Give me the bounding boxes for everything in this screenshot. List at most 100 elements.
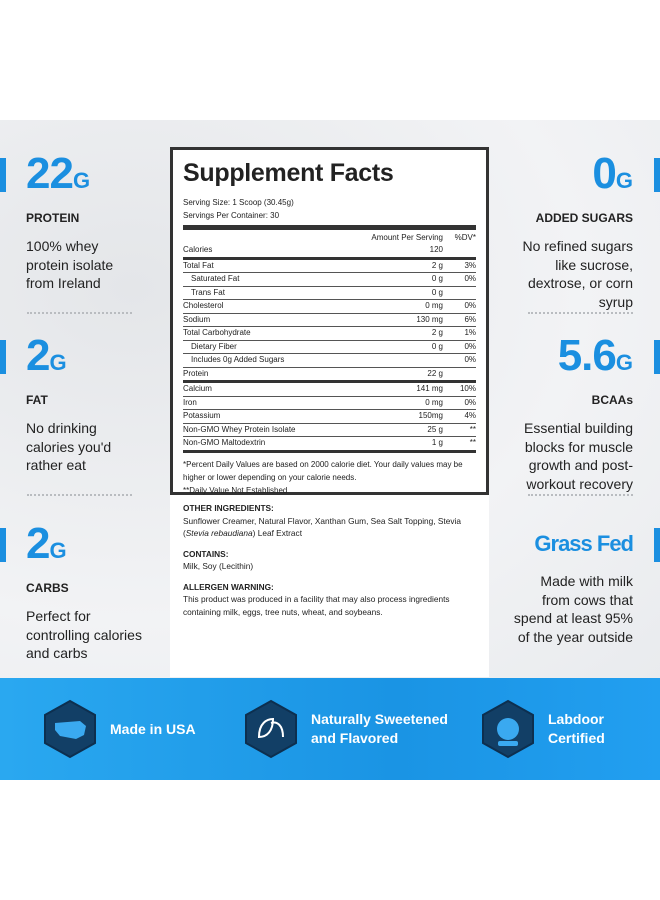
stat-value: 22G <box>26 152 176 203</box>
facts-row: Iron 0 mg 0% <box>183 395 476 410</box>
divider <box>27 494 132 496</box>
facts-row: Saturated Fat 0 g 0% <box>183 272 476 286</box>
facts-row: Calcium 141 mg 10% <box>183 380 476 396</box>
footnote: *Percent Daily Values are based on 2000 … <box>183 459 463 482</box>
row-label: Calories <box>183 245 213 254</box>
row-dv <box>443 287 476 300</box>
banner-item: Labdoor Certified <box>480 678 628 780</box>
stat: 2G FAT No drinking calories you'd rather eat <box>26 334 176 475</box>
stat-label: ADDED SUGARS <box>535 211 633 225</box>
contains-heading: CONTAINS: <box>183 548 229 559</box>
stat-desc: Essential building blocks for muscle growt… <box>483 419 633 493</box>
facts-row: Calories 120 <box>183 244 476 257</box>
banner: Made in USA Naturally Sweetened and Flav… <box>0 678 660 780</box>
icon-usa <box>44 699 96 759</box>
text: Sunflower Creamer, Natural Flavor, Xanth… <box>183 515 461 539</box>
desc-line: protein isolate <box>26 256 114 273</box>
accent <box>654 158 660 192</box>
row-dv: 1% <box>464 328 476 337</box>
facts-row: Trans Fat 0 g <box>183 285 476 300</box>
accent <box>654 340 660 374</box>
footnote: **Daily Value Not Established <box>183 485 288 495</box>
desc-line: 100% whey <box>26 238 99 254</box>
facts-inner: Supplement Facts Serving Size: 1 Scoop (… <box>183 159 476 497</box>
desc-line: Made with milk <box>540 573 633 589</box>
facts-row: Includes 0g Added Sugars 0% <box>183 353 476 367</box>
row-amount: 0 mg <box>425 301 443 310</box>
stat-label: PROTEIN <box>26 211 80 225</box>
row-amount: 0 g <box>431 341 443 351</box>
row-dv: 3% <box>464 260 476 270</box>
footnotes: *Percent Daily Values are based on 2000 … <box>183 449 476 497</box>
desc-line: blocks for muscle <box>524 438 633 455</box>
row-dv: 0% <box>464 274 476 283</box>
row-dv: 6% <box>464 314 476 324</box>
value: 0 <box>592 149 617 198</box>
facts-row: Non-GMO Whey Protein Isolate 25 g ** <box>183 422 476 437</box>
text-italic: Stevia rebaudiana <box>185 528 253 538</box>
facts-row: Total Fat 2 g 3% <box>183 256 476 273</box>
row-label: Total Fat <box>183 260 214 270</box>
allergen-heading: ALLERGEN WARNING: <box>183 581 274 592</box>
stat-value: 0G <box>483 152 633 203</box>
icon-labdoor <box>482 699 534 759</box>
stat-value: 2G <box>26 334 176 385</box>
row-amount: 120 <box>429 245 443 254</box>
row-amount: 0 mg <box>425 397 443 407</box>
desc-line: from cows that <box>541 591 633 608</box>
desc-line: of the year outside <box>517 628 633 645</box>
ingredients-heading: OTHER INGREDIENTS: <box>183 503 274 513</box>
stat-desc: Perfect for controlling calories and carbs <box>26 607 176 663</box>
text: ) Leaf Extract <box>252 528 302 538</box>
stat-value: 5.6G <box>483 334 633 385</box>
stat-label: BCAAs <box>591 393 633 407</box>
accent <box>0 528 6 562</box>
icon-leaf <box>245 699 297 759</box>
facts-row: Non-GMO Maltodextrin 1 g ** <box>183 436 476 450</box>
row-dv <box>443 368 476 381</box>
facts-row: Potassium 150mg 4% <box>183 409 476 423</box>
divider <box>528 494 633 496</box>
row-label: Non-GMO Whey Protein Isolate <box>183 424 296 434</box>
unit: G <box>49 350 67 375</box>
desc-line: rather eat <box>26 457 86 473</box>
banner-item: Made in USA <box>42 678 210 780</box>
facts-panel: Supplement Facts Serving Size: 1 Scoop (… <box>170 147 489 677</box>
divider <box>27 312 132 314</box>
stat-desc: 100% whey protein isolate from Ireland <box>26 237 176 293</box>
row-amount: 1 g <box>431 438 443 447</box>
stat-label: FAT <box>26 393 48 407</box>
row-label: Iron <box>183 397 197 407</box>
banner-item: Naturally Sweetened and Flavored <box>243 678 471 780</box>
desc-line: syrup <box>598 293 633 310</box>
desc-line: controlling calories <box>26 626 142 643</box>
facts-row: Total Carbohydrate 2 g 1% <box>183 326 476 340</box>
accent <box>654 528 660 562</box>
value: 2 <box>26 331 51 380</box>
row-dv: ** <box>469 438 476 447</box>
stat: Grass Fed Made with milk from cows that spe… <box>483 522 634 646</box>
row-label: Potassium <box>183 411 221 420</box>
row-amount <box>373 354 443 367</box>
accent <box>0 340 6 374</box>
desc-line: spend at least 95% <box>513 610 633 626</box>
facts-rows: Calories 120 Total Fat 2 g 3% Saturated Fat 0 … <box>183 244 476 450</box>
ingredients: OTHER INGREDIENTS: Sunflower Creamer, Na… <box>183 502 483 618</box>
row-amount: 2 g <box>431 328 443 337</box>
stat: 5.6G BCAAs Essential building blocks for mu… <box>483 334 633 493</box>
value: 22 <box>26 149 74 198</box>
supplement-facts: Supplement Facts Serving Size: 1 Scoop (… <box>170 147 489 495</box>
allergen-text: This product was produced in a facility … <box>183 594 450 617</box>
row-amount: 141 mg <box>416 384 443 393</box>
desc-line: Essential building <box>524 420 633 436</box>
row-label: Saturated Fat <box>191 274 240 283</box>
row-label: Protein <box>183 368 209 378</box>
row-label: Dietary Fiber <box>191 341 237 351</box>
row-label: Cholesterol <box>183 301 224 310</box>
row-label: Trans Fat <box>191 287 225 297</box>
row-amount: 22 g <box>427 368 443 378</box>
banner-text: Naturally Sweetened and Flavored <box>311 711 448 746</box>
desc-line: workout recovery <box>526 475 633 492</box>
serving-size: Serving Size: 1 Scoop (30.45g) <box>183 198 294 207</box>
